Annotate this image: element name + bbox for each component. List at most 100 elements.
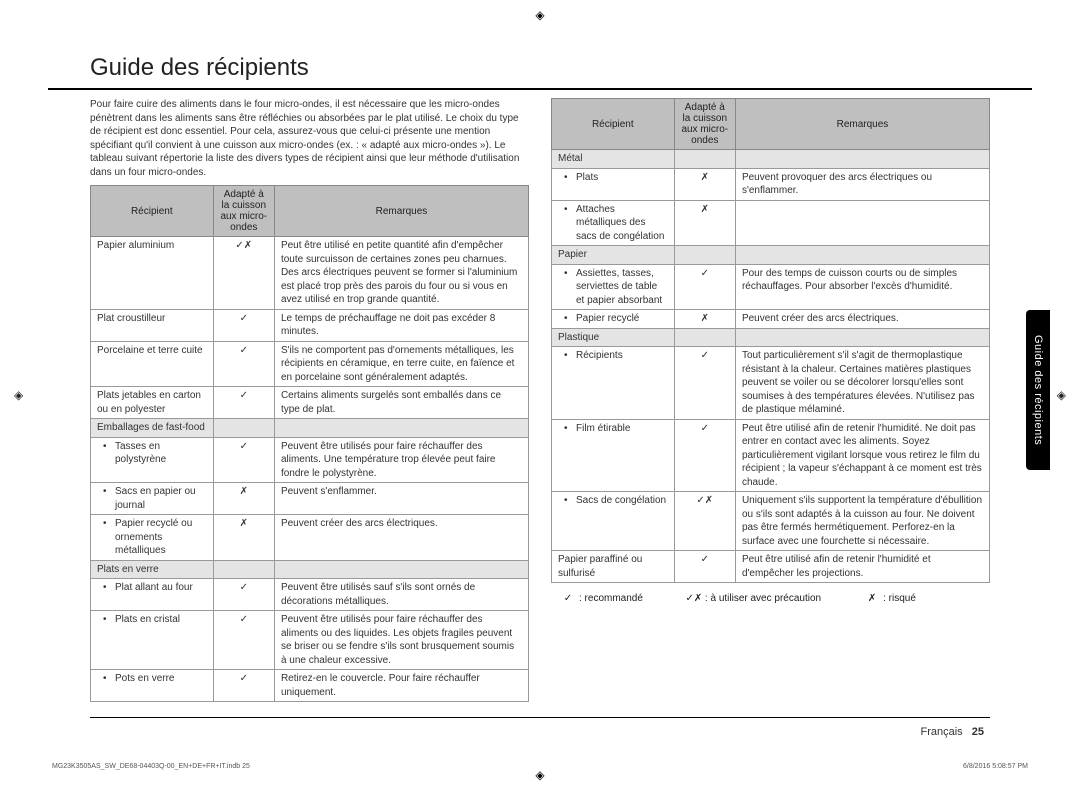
crop-mark-top: ◈ [535,8,544,22]
cell-recipient: Attaches métalliques des sacs de congéla… [552,200,675,246]
crop-mark-bottom: ◈ [535,768,544,782]
cell-remarks: Peuvent créer des arcs électriques. [735,310,989,329]
table-row: Papier recyclé✗Peuvent créer des arcs él… [552,310,990,329]
cell-recipient: Plats en verre [91,560,214,579]
table-row: Plats en cristal✓Peuvent être utilisés p… [91,611,529,670]
cell-recipient: Film étirable [552,419,675,492]
crop-mark-right: ◈ [1057,388,1066,402]
cell-remarks: Peut être utilisé afin de retenir l'humi… [735,551,989,583]
cell-suitable: ✗ [674,168,735,200]
cell-recipient: Plastique [552,328,675,347]
th-recipient: Récipient [552,99,675,150]
cookware-table-left: Récipient Adapté à la cuisson aux micro-… [90,185,529,702]
cell-suitable: ✓ [213,387,274,419]
table-row: Attaches métalliques des sacs de congéla… [552,200,990,246]
table-row: Assiettes, tasses, serviettes de table e… [552,264,990,310]
table-row: Plat allant au four✓Peuvent être utilisé… [91,579,529,611]
th-remarks: Remarques [274,186,528,237]
footer-lang: Français [921,726,963,738]
cell-recipient: Plat croustilleur [91,309,214,341]
table-row: Papier aluminium✓✗Peut être utilisé en p… [91,237,529,310]
cell-recipient: Récipients [552,347,675,420]
table-row: Récipients✓Tout particulièrement s'il s'… [552,347,990,420]
cell-suitable: ✓ [213,579,274,611]
cell-remarks [274,560,528,579]
cell-remarks: Le temps de préchauffage ne doit pas exc… [274,309,528,341]
cell-suitable [674,246,735,265]
table-row: Papier paraffiné ou sulfurisé✓Peut être … [552,551,990,583]
cell-remarks: Retirez-en le couvercle. Pour faire réch… [274,670,528,702]
cell-remarks: Peuvent être utilisés sauf s'ils sont or… [274,579,528,611]
cell-remarks: Uniquement s'ils supportent la températu… [735,492,989,551]
cell-remarks [735,200,989,246]
table-row: Métal [552,150,990,169]
table-row: Porcelaine et terre cuite✓S'ils ne compo… [91,341,529,387]
table-row: Plats en verre [91,560,529,579]
page-frame: Guide des récipients Pour faire cuire de… [48,34,1032,756]
th-remarks: Remarques [735,99,989,150]
cell-recipient: Papier recyclé ou ornements métalliques [91,515,214,561]
cell-suitable: ✓✗ [674,492,735,551]
cell-remarks: Peuvent créer des arcs électriques. [274,515,528,561]
cell-recipient: Plat allant au four [91,579,214,611]
cell-recipient: Pots en verre [91,670,214,702]
cell-remarks: Peut être utilisé afin de retenir l'humi… [735,419,989,492]
legend-ok: ✓: recommandé [557,593,643,604]
cell-suitable: ✓✗ [213,237,274,310]
cell-remarks: Tout particulièrement s'il s'agit de the… [735,347,989,420]
cell-recipient: Papier paraffiné ou sulfurisé [552,551,675,583]
cell-suitable: ✓ [213,437,274,483]
cell-suitable [213,560,274,579]
crop-mark-left: ◈ [14,388,23,402]
cell-recipient: Sacs en papier ou journal [91,483,214,515]
cell-remarks: Peuvent s'enflammer. [274,483,528,515]
cell-remarks: Peuvent être utilisés pour faire réchauf… [274,437,528,483]
cell-recipient: Papier aluminium [91,237,214,310]
cell-recipient: Plats jetables en carton ou en polyester [91,387,214,419]
cookware-table-right: Récipient Adapté à la cuisson aux micro-… [551,98,990,583]
footer-rule [90,717,990,718]
cell-recipient: Emballages de fast-food [91,419,214,438]
th-suitable: Adapté à la cuisson aux micro-ondes [674,99,735,150]
table-row: Sacs en papier ou journal✗Peuvent s'enfl… [91,483,529,515]
th-suitable: Adapté à la cuisson aux micro-ondes [213,186,274,237]
right-column: Récipient Adapté à la cuisson aux micro-… [551,98,990,702]
cell-recipient: Papier [552,246,675,265]
cell-suitable [674,328,735,347]
legend-warn: ✓✗: à utiliser avec précaution [683,593,821,604]
cell-remarks: Peuvent être utilisés pour faire réchauf… [274,611,528,670]
cell-remarks [735,246,989,265]
th-recipient: Récipient [91,186,214,237]
table-row: Sacs de congélation✓✗Uniquement s'ils su… [552,492,990,551]
cell-remarks: Pour des temps de cuisson courts ou de s… [735,264,989,310]
cell-suitable: ✓ [213,611,274,670]
cell-remarks [735,150,989,169]
table-row: Tasses en polystyrène✓Peuvent être utili… [91,437,529,483]
table-row: Emballages de fast-food [91,419,529,438]
cell-recipient: Porcelaine et terre cuite [91,341,214,387]
footer-lang-page: Français 25 [921,726,985,738]
side-tab: Guide des récipients [1026,310,1050,470]
cell-recipient: Assiettes, tasses, serviettes de table e… [552,264,675,310]
intro-paragraph: Pour faire cuire des aliments dans le fo… [90,98,529,179]
cell-suitable: ✗ [674,310,735,329]
cell-suitable: ✓ [674,264,735,310]
table-row: Plats✗Peuvent provoquer des arcs électri… [552,168,990,200]
side-tab-label: Guide des récipients [1032,335,1044,445]
legend: ✓: recommandé ✓✗: à utiliser avec précau… [551,593,990,604]
cell-remarks: S'ils ne comportent pas d'ornements méta… [274,341,528,387]
table-row: Plat croustilleur✓Le temps de préchauffa… [91,309,529,341]
cell-suitable: ✓ [213,670,274,702]
table-row: Pots en verre✓Retirez-en le couvercle. P… [91,670,529,702]
cell-suitable: ✓ [674,551,735,583]
cell-remarks: Peut être utilisé en petite quantité afi… [274,237,528,310]
cell-remarks [274,419,528,438]
page-title: Guide des récipients [48,34,1032,90]
cell-recipient: Papier recyclé [552,310,675,329]
table-row: Papier recyclé ou ornements métalliques✗… [91,515,529,561]
cell-suitable: ✗ [213,483,274,515]
cell-recipient: Métal [552,150,675,169]
left-column: Pour faire cuire des aliments dans le fo… [90,98,529,702]
cell-suitable: ✓ [213,309,274,341]
two-column-layout: Pour faire cuire des aliments dans le fo… [48,98,1032,702]
